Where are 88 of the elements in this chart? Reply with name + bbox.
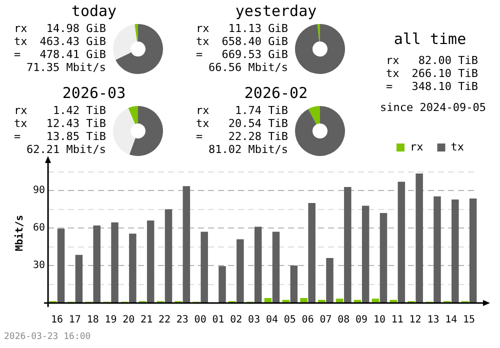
bar [354,300,362,302]
bar [372,298,380,302]
chart-title: today [70,2,118,20]
x-tick-label: 21 [140,314,153,326]
x-tick-label: 00 [194,314,206,326]
x-tick-label: 23 [176,314,188,326]
x-tick-label: 14 [445,314,458,326]
bar [57,228,65,302]
bar [336,298,344,302]
bar [254,226,262,302]
x-tick-label: 07 [320,314,332,326]
text: 62.21 Mbit/s [26,143,106,156]
x-tick-label: 03 [248,314,260,326]
chart-title: yesterday [234,2,318,20]
y-tick-label: 30 [32,260,46,272]
x-tick-label: 20 [122,314,135,326]
x-tick-label: 08 [338,314,350,326]
text: all time [392,30,468,48]
bar [308,203,316,302]
text: = 478.41 GiB [14,48,106,61]
x-tick-label: 04 [266,314,278,326]
text: = 13.85 TiB [14,130,106,143]
x-tick-label: 10 [373,314,386,326]
bar [416,174,423,302]
bar [362,206,370,302]
bar [398,182,406,302]
x-tick-label: 18 [86,314,99,326]
bar [390,300,397,302]
bar [272,232,280,302]
x-tick-label: 16 [50,314,64,326]
bar [290,266,298,302]
chart-title: 2026-02 [243,84,309,102]
text: tx 20.54 TiB [196,117,288,130]
x-tick-label: 22 [158,314,171,326]
chart-title: 2026-03 [61,84,127,102]
text: rx 1.74 TiB [196,104,288,117]
bar [146,220,154,302]
x-tick-label: 11 [391,314,404,326]
bar [344,187,352,302]
bar [326,258,334,302]
text: = 22.28 TiB [196,130,288,143]
x-tick-label: 01 [212,314,224,326]
text: rx 1.42 TiB [14,104,106,117]
text: 66.56 Mbit/s [208,61,288,74]
bar [380,213,388,302]
text: tx 463.43 GiB [14,35,106,48]
x-tick-label: 02 [230,314,242,326]
x-tick-label: 15 [463,314,476,326]
bar [111,222,118,302]
y-tick-label: 60 [32,222,46,234]
text: tx 12.43 TiB [14,117,106,130]
text: tx 658.40 GiB [196,35,288,48]
text: 81.02 Mbit/s [208,143,288,156]
text: 2026-03-23 16:00 [4,332,91,342]
bar [318,300,326,302]
text: = 348.10 TiB [386,80,478,93]
bar [75,254,83,302]
text: = 669.53 GiB [196,48,288,61]
bar [282,300,290,302]
bar [452,200,459,302]
text: tx 266.10 TiB [386,67,478,80]
text: since 2024-09-05 [380,101,486,114]
legend-label: rx [410,140,424,154]
x-tick-label: 17 [68,314,81,326]
bar [93,226,100,302]
bar [129,234,136,302]
x-tick-label: 13 [427,314,440,326]
bar [469,198,477,302]
y-tick-label: 90 [32,185,46,196]
y-axis-title: Mbit/s [14,214,26,252]
bar [300,298,308,302]
x-tick-label: 05 [284,314,296,326]
bar [236,239,244,302]
bar [434,196,441,302]
bar [182,186,190,302]
text: rx 11.13 GiB [196,22,288,35]
text: 71.35 Mbit/s [26,61,106,74]
x-tick-label: 19 [104,314,117,326]
text: rx 82.00 TiB [386,54,478,67]
x-tick-label: 06 [302,314,314,326]
x-tick-label: 12 [409,314,422,326]
bar [264,298,272,302]
text: rx 14.98 GiB [14,22,106,35]
x-tick-label: 09 [356,314,368,326]
bar [164,209,172,302]
legend-label: tx [450,140,464,154]
bar [200,232,208,302]
bar [218,266,226,302]
